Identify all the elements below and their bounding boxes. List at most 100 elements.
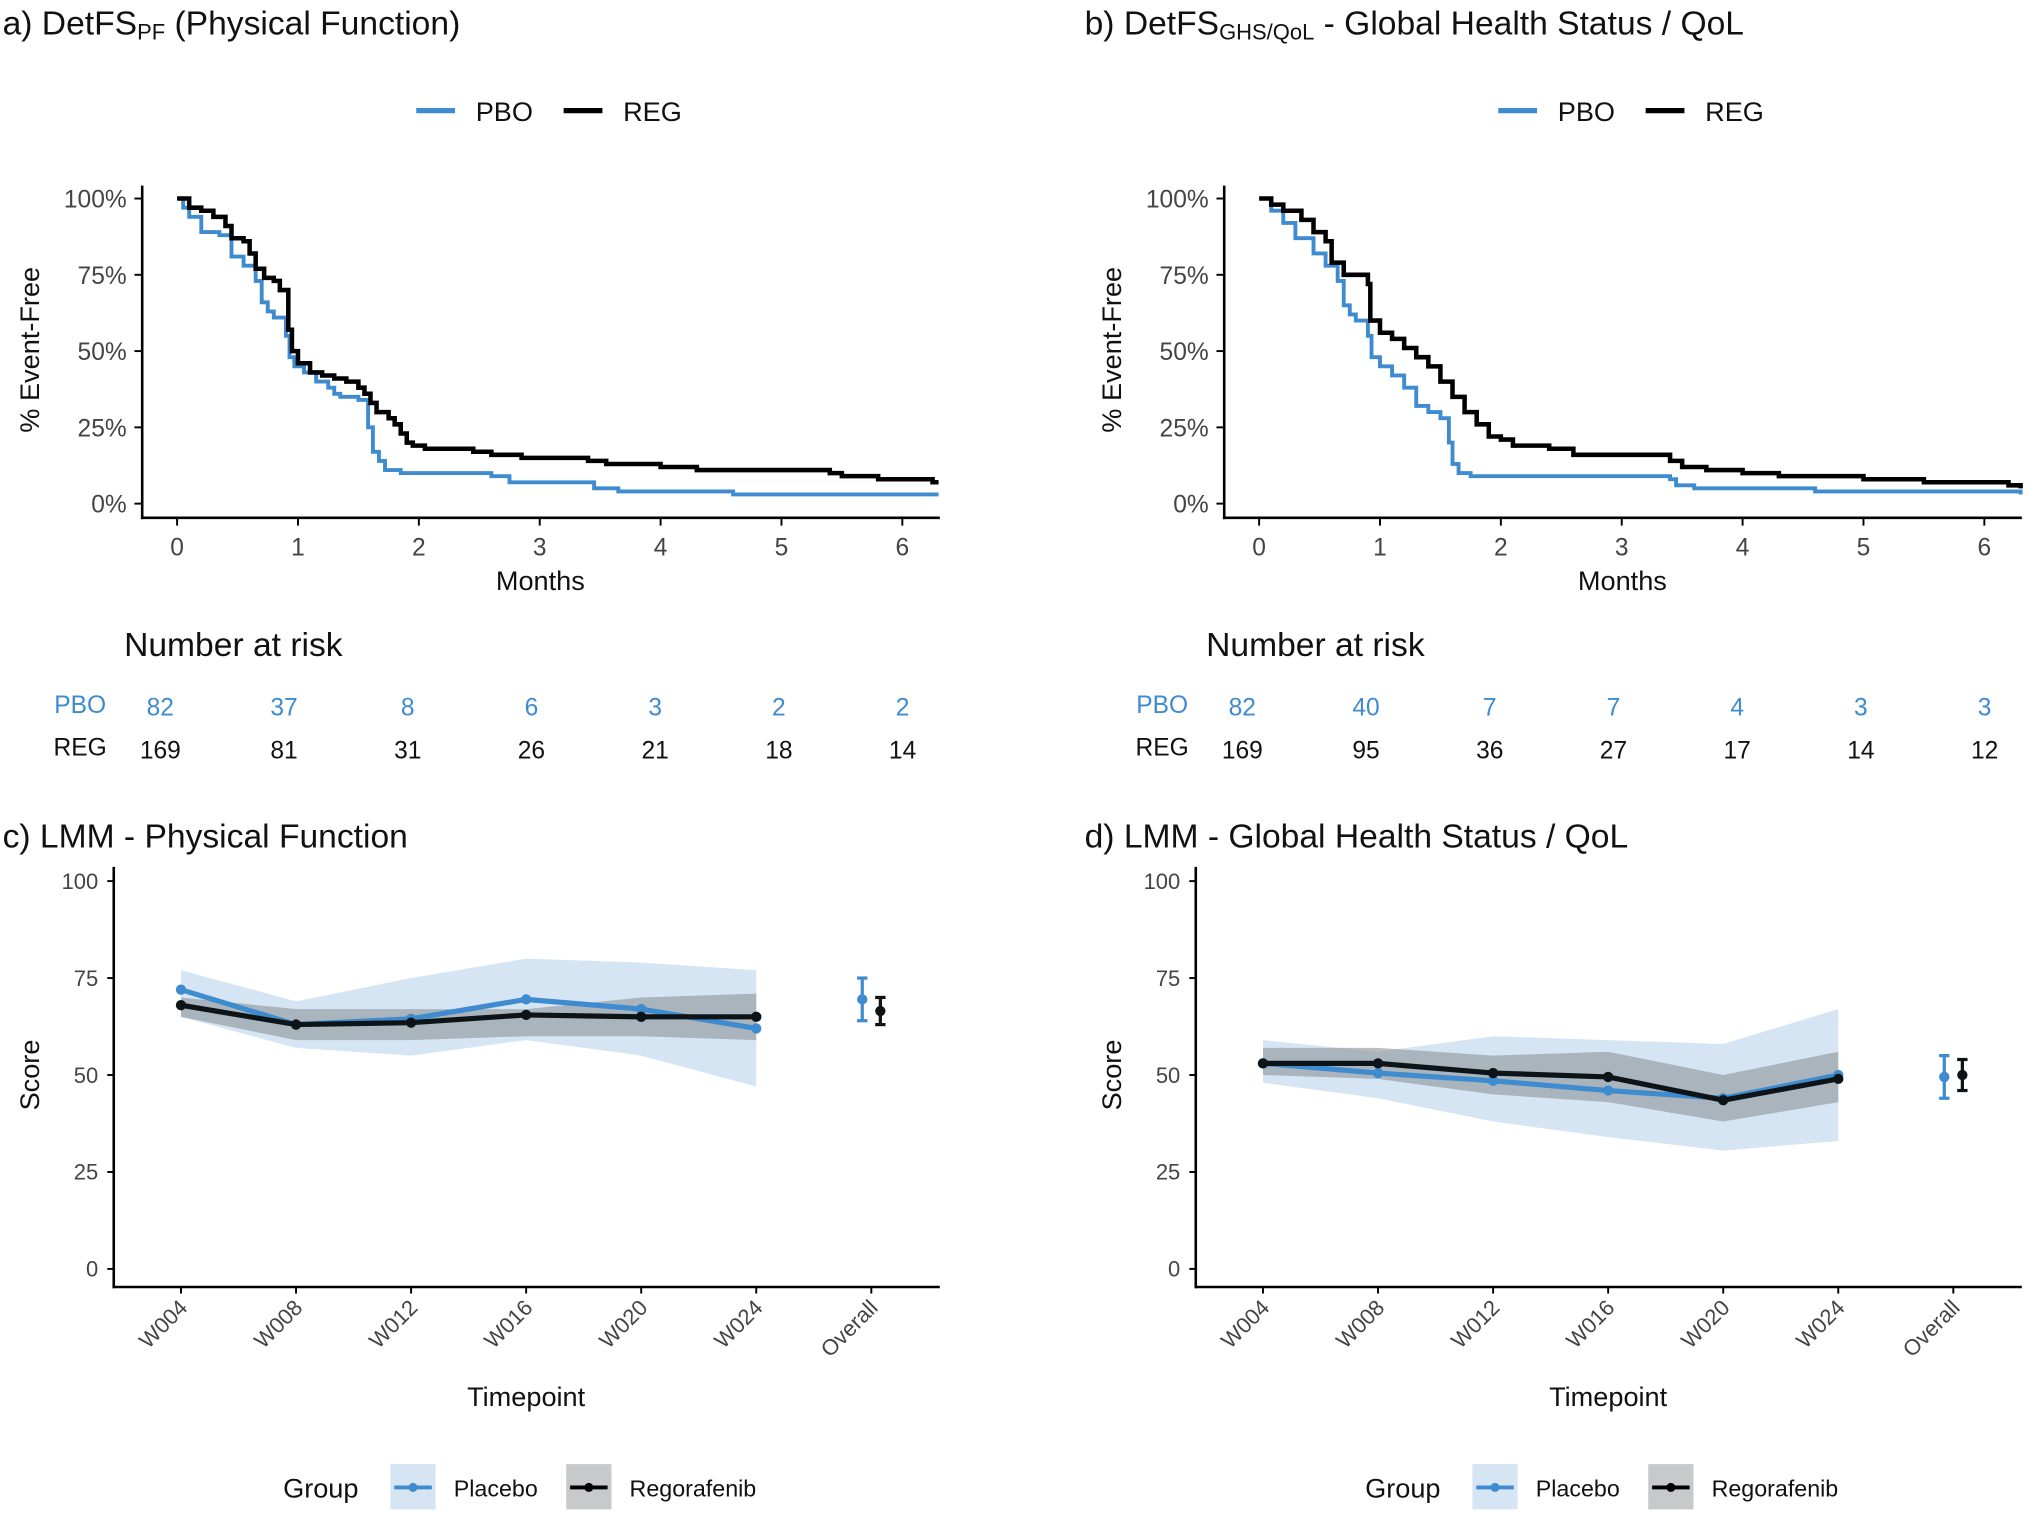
mean-point [1372,1058,1384,1069]
mean-point [1833,1073,1844,1085]
x-tick-label: 1 [1373,534,1387,561]
risk-count: 169 [1222,737,1263,764]
y-tick-label: 25% [1160,415,1209,442]
y-tick-label: 25% [78,415,127,442]
x-tick-label: 5 [775,534,789,561]
x-tick-label: W004 [134,1295,192,1353]
overall-mean-point [1939,1071,1950,1083]
legend-label: REG [1705,96,1764,127]
risk-count: 7 [1483,695,1497,722]
x-tick-label: W024 [709,1295,767,1353]
title-part: a) DetFS [3,5,137,42]
mean-point [520,994,532,1005]
risk-count: 14 [1847,737,1874,764]
x-tick-label: Overall [1898,1295,1965,1362]
y-tick-label: 25 [1156,1160,1180,1185]
risk-count: 27 [1600,737,1627,764]
y-tick-label: 25 [74,1160,98,1185]
risk-count: 2 [896,695,910,722]
mean-point [636,1003,647,1015]
y-tick-label: 0% [91,492,126,519]
y-tick-label: 100% [64,187,127,214]
x-tick-label: 4 [1736,534,1750,561]
risk-count: 4 [1730,695,1744,722]
legend-label: REG [623,96,682,127]
x-tick-label: 1 [291,534,305,561]
km-curve-pbo [177,196,939,497]
mean-point [1487,1067,1499,1079]
y-tick-label: 50% [1160,339,1209,366]
mean-point [1602,1085,1614,1096]
y-tick-label: 75 [74,966,98,991]
panel-a-km-pf: a) DetFSPF (Physical Function)PBO REG0%25… [3,5,940,764]
km-curve-reg [1259,196,2023,489]
mean-line-regorafenib [1262,1060,1839,1103]
legend-key-point [1490,1482,1500,1492]
x-tick-label: W004 [1216,1295,1274,1353]
legend-title: Group [283,1473,358,1504]
panel-b-km-ghs: b) DetFSGHS/QoL - Global Health Status /… [1085,5,2023,764]
risk-count: 37 [270,695,297,722]
risk-count: 169 [140,737,181,764]
risk-count: 36 [1476,737,1503,764]
title-part: PF [137,20,165,45]
x-axis-label: Timepoint [467,1381,586,1412]
risk-count: 7 [1607,695,1621,722]
legend-key-point [1666,1482,1676,1492]
panel-title: c) LMM - Physical Function [3,818,408,855]
risk-count: 14 [889,737,916,764]
y-tick-label: 75% [78,263,127,290]
risk-count: 6 [525,695,539,722]
legend-label: Regorafenib [630,1475,757,1501]
mean-point [1602,1071,1614,1083]
title-part: b) DetFS [1085,5,1219,42]
mean-point [751,1023,762,1034]
y-tick-label: 50 [1156,1063,1180,1088]
legend-label: PBO [476,96,533,127]
x-tick-label: Overall [816,1295,883,1362]
risk-count: 31 [394,737,421,764]
risk-count: 12 [1971,737,1998,764]
y-axis-label: % Event-Free [1096,267,1127,433]
x-tick-label: W024 [1791,1295,1849,1353]
risk-count: 26 [518,737,545,764]
panel-title: d) LMM - Global Health Status / QoL [1085,818,1629,855]
y-tick-label: 75 [1156,966,1180,991]
y-tick-label: 100 [1144,869,1181,894]
x-tick-label: W012 [364,1295,422,1353]
panel-d-lmm-ghs: d) LMM - Global Health Status / QoL 0 25 50… [1085,818,2022,1510]
legend-title: Group [1365,1473,1440,1504]
risk-count: 18 [765,737,792,764]
risk-count: 95 [1352,737,1379,764]
x-tick-label: 2 [412,534,426,561]
legend-key-point [408,1482,418,1492]
y-tick-label: 0% [1173,492,1208,519]
title-part: GHS/QoL [1219,20,1314,45]
mean-point [1487,1075,1499,1086]
risk-count: 2 [772,695,786,722]
mean-point [290,1019,302,1030]
y-axis-label: % Event-Free [14,267,45,433]
legend-label: Placebo [454,1475,538,1501]
y-tick-label: 0 [1168,1257,1180,1282]
panel-title: a) DetFSPF (Physical Function) [3,5,461,44]
legend-label: Regorafenib [1712,1475,1839,1501]
risk-count: 81 [270,737,297,764]
risk-count: 3 [1854,695,1868,722]
x-tick-label: W020 [1676,1295,1734,1353]
title-part: (Physical Function) [165,5,460,42]
mean-point [175,984,187,995]
x-tick-label: 4 [654,534,668,561]
risk-count: 8 [401,695,415,722]
x-tick-label: 6 [1978,534,1992,561]
mean-line-regorafenib [180,1002,757,1028]
legend-label: PBO [1558,96,1615,127]
risk-count: 82 [147,695,174,722]
y-axis-label: Score [1096,1040,1127,1111]
overall-mean-point [1957,1069,1968,1081]
mean-point [751,1011,762,1023]
mean-point [1257,1058,1269,1069]
title-part: - Global Health Status / QoL [1314,5,1744,42]
risk-count: 21 [641,737,668,764]
x-tick-label: 6 [895,534,909,561]
